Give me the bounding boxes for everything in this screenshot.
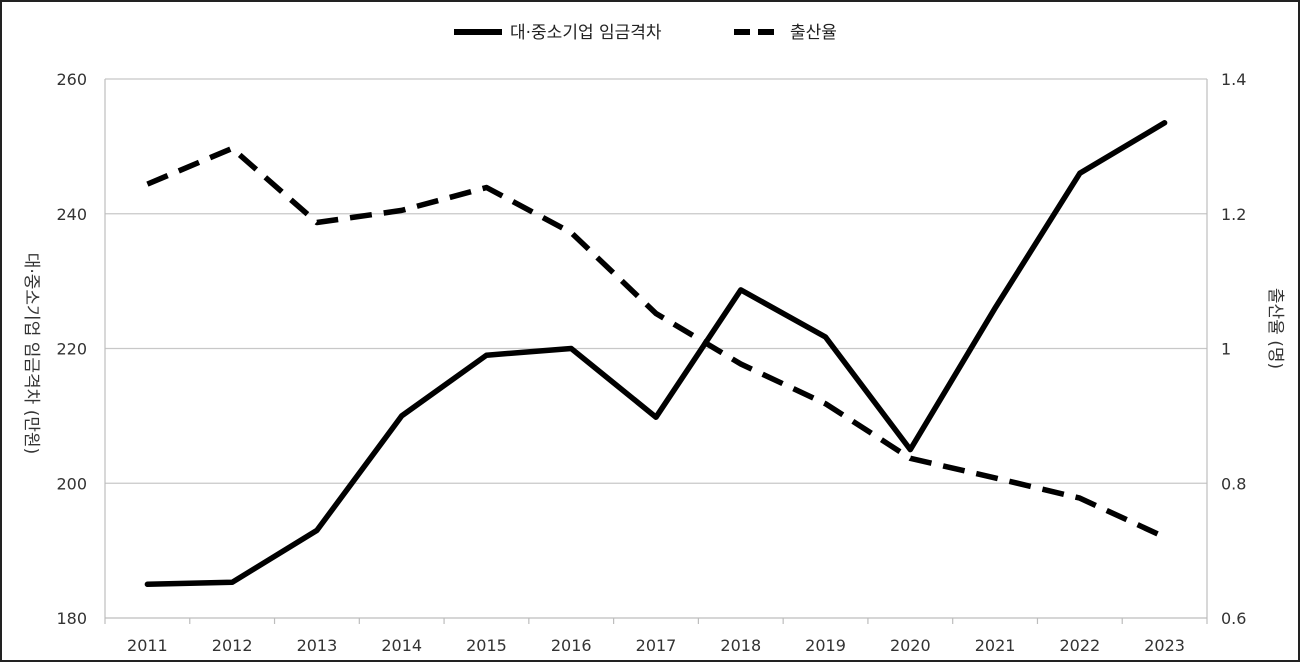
x-tick-label: 2013 <box>297 636 338 655</box>
legend-label-wage-gap: 대·중소기업 임금격차 <box>510 23 662 43</box>
y-right-tick-label: 0.8 <box>1221 474 1246 493</box>
series-line-wage-gap <box>144 120 1168 588</box>
y-right-tick-label: 1 <box>1221 340 1231 359</box>
series-line-fertility <box>146 145 1166 540</box>
x-tick-label: 2011 <box>127 636 168 655</box>
y-right-tick-label: 0.6 <box>1221 609 1246 628</box>
y-right-tick-label: 1.4 <box>1221 70 1246 89</box>
y-left-tick-label: 200 <box>56 474 87 493</box>
x-tick-label: 2023 <box>1144 636 1185 655</box>
x-tick-label: 2018 <box>720 636 761 655</box>
y-left-tick-label: 220 <box>56 340 87 359</box>
y-axis-right-title: 출산율 (명) <box>1265 288 1285 369</box>
x-tick-label: 2021 <box>975 636 1016 655</box>
y-axis-left-title: 대·중소기업 임금격차 (만원) <box>21 253 41 455</box>
x-tick-label: 2015 <box>466 636 507 655</box>
series-lines <box>144 120 1168 588</box>
x-tick-label: 2020 <box>890 636 931 655</box>
axes <box>104 79 1208 624</box>
x-tick-label: 2022 <box>1059 636 1100 655</box>
y-right-tick-label: 1.2 <box>1221 205 1246 224</box>
y-left-tick-label: 260 <box>56 70 87 89</box>
x-tick-label: 2019 <box>805 636 846 655</box>
legend-label-fertility: 출산율 <box>790 23 837 43</box>
y-left-tick-label: 240 <box>56 205 87 224</box>
gridlines <box>105 78 1207 484</box>
x-tick-label: 2012 <box>212 636 253 655</box>
x-tick-label: 2017 <box>636 636 677 655</box>
legend: 대·중소기업 임금격차 출산율 <box>454 23 837 43</box>
tick-labels: 180 200 220 240 260 0.6 0.8 1 1.2 1.4 2011 2012 2013… <box>56 70 1246 655</box>
y-left-tick-label: 180 <box>56 609 87 628</box>
x-tick-label: 2016 <box>551 636 592 655</box>
x-tick-label: 2014 <box>381 636 422 655</box>
